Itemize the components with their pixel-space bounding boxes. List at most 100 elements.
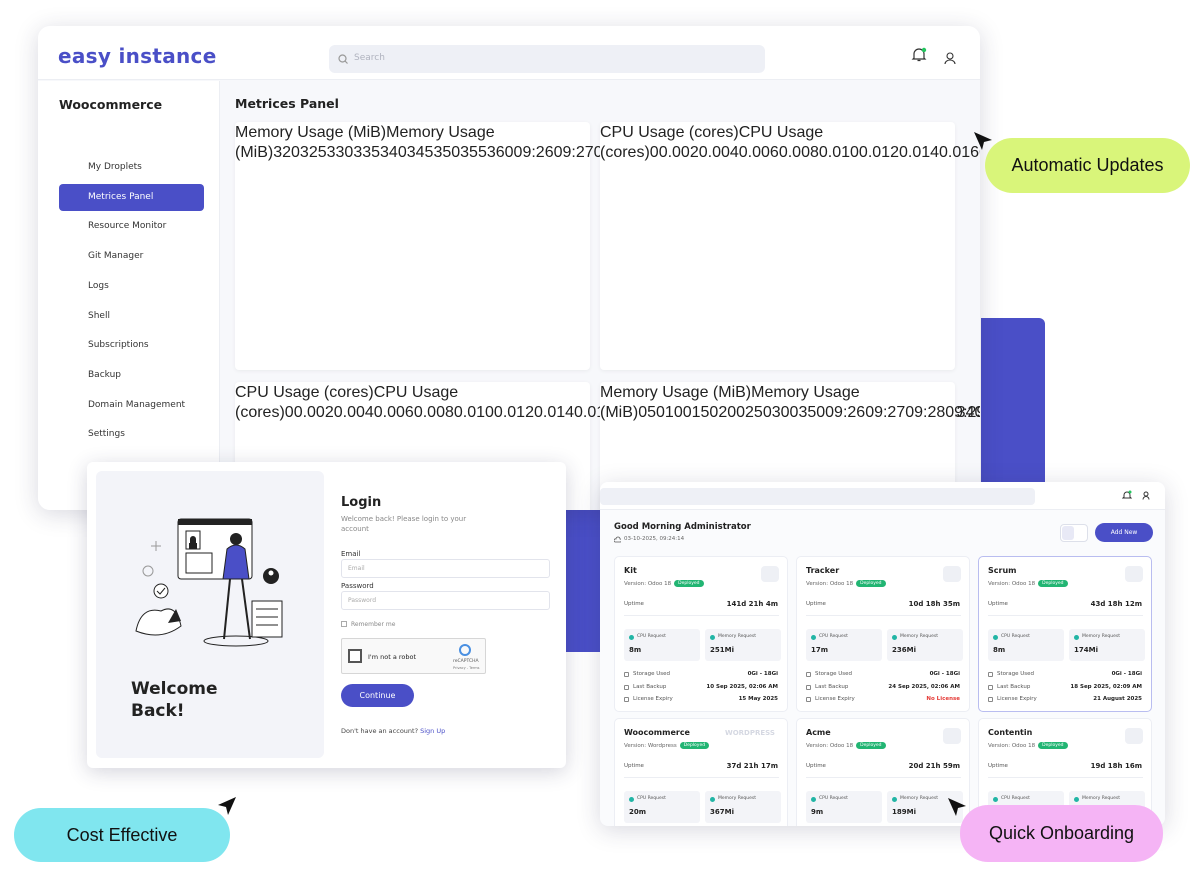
metric-label: Memory Request	[900, 796, 939, 801]
signup-prompt: Don't have an account?	[341, 727, 419, 735]
y-tick-label: 0	[638, 404, 648, 421]
y-tick-label: 0.012	[858, 144, 899, 161]
detail-label: Last Backup	[633, 683, 667, 690]
sidebar-label: Resource Monitor	[88, 221, 167, 232]
user-icon[interactable]	[1142, 491, 1150, 500]
sidebar-item[interactable]: Logs	[59, 273, 204, 300]
instance-card[interactable]: Acme Version: Odoo 18 Deployed Uptime 20d 21…	[796, 718, 970, 826]
add-new-button[interactable]: Add New	[1095, 523, 1153, 542]
metric-value: 189Mi	[892, 808, 916, 816]
search-icon	[338, 54, 348, 64]
status-pill: Deployed	[679, 742, 710, 749]
metric-box: Memory Request 367Mi	[705, 791, 781, 823]
metric-box: Memory Request 174Mi	[1069, 629, 1145, 661]
bell-icon[interactable]	[911, 47, 927, 63]
grid-view[interactable]	[1062, 526, 1074, 540]
view-toggle[interactable]	[1060, 524, 1088, 542]
instance-card[interactable]: Tracker Version: Odoo 18 Deployed Uptime 10d…	[796, 556, 970, 712]
timestamp: 03-10-2025, 09:24:14	[624, 536, 685, 542]
sidebar-label: Subscriptions	[88, 340, 149, 351]
chart-card: Memory Usage (MiB)Memory Usage (MiB)3203…	[235, 122, 954, 370]
y-tick-label: 300	[771, 404, 799, 421]
y-tick-label: 325	[299, 144, 327, 161]
card-action[interactable]	[943, 566, 961, 582]
uptime-value: 10d 18h 35m	[908, 600, 960, 608]
status-pill: Deployed	[1038, 742, 1068, 749]
sidebar-item[interactable]: Domain Management	[59, 392, 204, 419]
instance-name: Woocommerce	[624, 728, 690, 737]
metric-value: 17m	[811, 646, 829, 654]
sidebar-item[interactable]: Metrices Panel	[59, 183, 204, 211]
badge-text: Quick Onboarding	[988, 823, 1135, 843]
card-action[interactable]	[761, 566, 779, 582]
instance-version-row: Version: Odoo 18 Deployed	[988, 742, 1068, 749]
metric-icon	[811, 635, 816, 640]
captcha: I'm not a robot reCAPTCHA Privacy - Term…	[341, 638, 486, 674]
instance-version: Version: Odoo 18	[806, 742, 854, 749]
y-tick-label: 360	[486, 144, 514, 161]
detail-label: License Expiry	[633, 696, 673, 702]
instance-version-row: Version: Wordpress Deployed	[624, 742, 710, 749]
signup-link[interactable]: Sign Up	[420, 727, 446, 735]
y-tick-label: 0.014	[898, 144, 940, 161]
uptime-label: Uptime	[624, 763, 644, 769]
bell-icon[interactable]	[1122, 490, 1132, 500]
metric-icon	[993, 635, 998, 640]
metric-box: CPU Request 8m	[988, 629, 1064, 661]
detail-value: 0Gi - 18Gi	[929, 671, 960, 677]
uptime-label: Uptime	[806, 763, 826, 769]
metric-icon	[892, 797, 897, 802]
email-input[interactable]: Email	[341, 559, 550, 578]
detail-label: Storage Used	[997, 671, 1035, 677]
instance-card[interactable]: Kit Version: Odoo 18 Deployed Uptime 141d 21…	[614, 556, 788, 712]
search-box[interactable]: Search	[329, 45, 765, 73]
detail-label: License Expiry	[997, 696, 1037, 702]
y-tick-label: 350	[798, 404, 826, 421]
uptime-label: Uptime	[988, 601, 1008, 607]
uptime-label: Uptime	[624, 601, 644, 607]
status-pill: Deployed	[1038, 580, 1068, 587]
y-tick-label: 0.014	[533, 404, 575, 421]
uptime-value: 19d 18h 16m	[1090, 762, 1142, 770]
metric-label: CPU Request	[637, 634, 666, 639]
captcha-links: Privacy - Terms	[453, 666, 480, 670]
metric-icon	[1074, 797, 1079, 802]
y-tick-label: 0.002	[293, 404, 334, 421]
sidebar-item[interactable]: Settings	[59, 421, 204, 448]
instance-card[interactable]: Scrum Version: Odoo 18 Deployed Uptime 43d 1…	[978, 556, 1152, 712]
illustration	[135, 518, 283, 647]
feature-badge: Quick Onboarding	[960, 805, 1163, 862]
sidebar-item[interactable]: Subscriptions	[59, 332, 204, 359]
metric-value: 236Mi	[892, 646, 916, 654]
card-action[interactable]	[943, 728, 961, 744]
dashboard-window: Good Morning Administrator 03-10-2025, 0…	[600, 482, 1165, 826]
sidebar-item[interactable]: Git Manager	[59, 243, 204, 270]
divider	[806, 777, 961, 778]
instance-version: Version: Odoo 18	[624, 580, 672, 587]
metric-value: 367Mi	[710, 808, 734, 816]
user-icon[interactable]	[944, 52, 956, 65]
password-input[interactable]: Password	[341, 591, 550, 610]
detail-value: 10 Sep 2025, 02:06 AM	[706, 683, 778, 690]
sidebar-item[interactable]: Backup	[59, 362, 204, 389]
remember-checkbox[interactable]	[341, 621, 347, 627]
sidebar-item[interactable]: Shell	[59, 303, 204, 330]
metric-box: Memory Request 189Mi	[887, 791, 963, 823]
badge-text: Cost Effective	[66, 824, 178, 845]
sidebar-item[interactable]: Resource Monitor	[59, 213, 204, 240]
welcome-heading: Welcome Back!	[131, 679, 218, 721]
sidebar-label: Metrices Panel	[88, 191, 154, 202]
sidebar-item[interactable]: My Droplets	[59, 154, 204, 181]
sidebar: Woocommerce My Droplets Metrices Panel Res…	[38, 81, 220, 510]
continue-button[interactable]: Continue	[341, 684, 414, 707]
y-tick-label: 0.008	[778, 144, 819, 161]
search-box[interactable]	[600, 488, 1035, 505]
captcha-checkbox[interactable]	[348, 649, 362, 663]
detail-icon	[624, 697, 629, 702]
metric-box: Memory Request 236Mi	[887, 629, 963, 661]
card-action[interactable]	[1125, 728, 1143, 744]
uptime-value: 43d 18h 12m	[1090, 600, 1142, 608]
card-action[interactable]	[1125, 566, 1143, 582]
instance-card[interactable]: Woocommerce WORDPRESS Version: Wordpress De…	[614, 718, 788, 826]
